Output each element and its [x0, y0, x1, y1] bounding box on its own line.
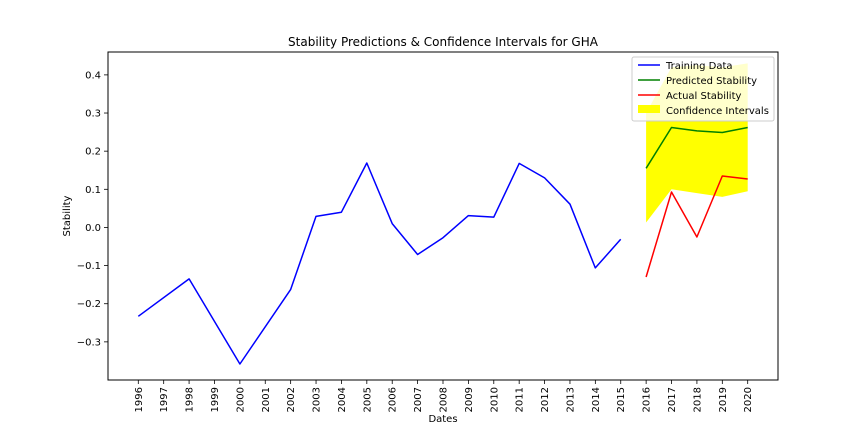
x-tick-label: 1996	[134, 387, 145, 412]
x-tick-label: 2010	[489, 387, 500, 412]
x-axis-ticks: 1996 1997 1998 1999 2000 2001 2002 2003 2004 2005…	[134, 380, 754, 412]
x-tick-label: 2004	[337, 387, 348, 412]
y-tick-label: 0.0	[85, 223, 101, 234]
series-layer	[137, 126, 748, 365]
x-tick-label: 2014	[591, 387, 602, 412]
y-tick-label: −0.2	[77, 299, 101, 310]
x-tick-label: 1999	[210, 387, 221, 412]
y-tick-label: −0.1	[77, 261, 101, 272]
y-tick-label: −0.3	[77, 337, 101, 348]
x-tick-label: 2019	[718, 387, 729, 412]
series-line-2	[645, 175, 748, 278]
x-tick-label: 2020	[743, 387, 754, 412]
x-tick-label: 2007	[413, 387, 424, 412]
x-tick-label: 2012	[540, 387, 551, 412]
legend: Training Data Predicted Stability Actual…	[631, 56, 775, 122]
legend-label-training: Training Data	[665, 61, 733, 72]
x-tick-label: 2018	[692, 387, 703, 412]
x-tick-label: 2001	[261, 387, 272, 412]
legend-swatch-confidence	[638, 105, 660, 113]
x-axis-label: Dates	[428, 414, 457, 425]
y-axis-label: Stability	[62, 195, 73, 236]
x-tick-label: 2005	[362, 387, 373, 412]
legend-label-predicted: Predicted Stability	[666, 76, 757, 87]
x-tick-label: 2011	[515, 387, 526, 412]
x-tick-label: 2008	[439, 387, 450, 412]
x-tick-label: 2000	[235, 387, 246, 412]
x-tick-label: 2016	[642, 387, 653, 412]
x-tick-label: 1998	[185, 387, 196, 412]
series-line-0	[137, 162, 622, 365]
x-tick-label: 2006	[388, 387, 399, 412]
x-tick-label: 2013	[565, 387, 576, 412]
y-tick-label: 0.2	[85, 147, 101, 158]
x-tick-label: 2017	[667, 387, 678, 412]
legend-label-confidence: Confidence Intervals	[666, 106, 769, 117]
y-tick-label: 0.3	[85, 109, 101, 120]
x-tick-label: 2003	[312, 387, 323, 412]
chart-title: Stability Predictions & Confidence Inter…	[288, 35, 599, 49]
legend-label-actual: Actual Stability	[666, 91, 742, 102]
series-line-1	[645, 126, 748, 169]
x-tick-label: 2002	[286, 387, 297, 412]
x-tick-label: 2015	[616, 387, 627, 412]
y-tick-label: 0.4	[85, 70, 101, 81]
legend-box	[631, 56, 775, 122]
x-tick-label: 2009	[464, 387, 475, 412]
y-axis-ticks: 0.4 0.3 0.2 0.1 0.0 −0.1 −0.2 −0.3	[77, 70, 108, 348]
y-tick-label: 0.1	[85, 185, 101, 196]
x-tick-label: 1997	[159, 387, 170, 412]
